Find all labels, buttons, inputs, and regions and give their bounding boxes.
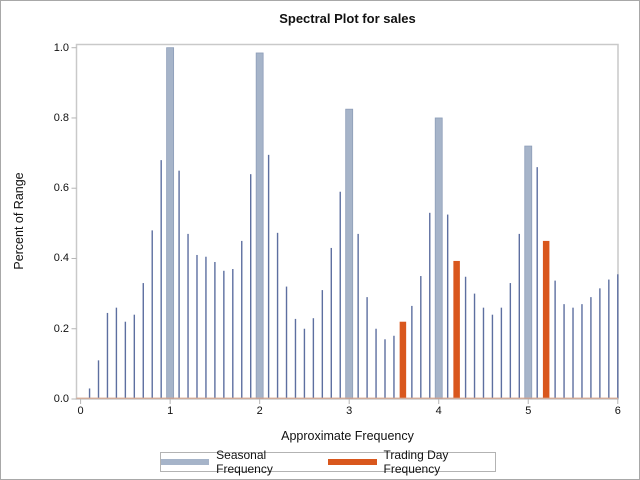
x-tick-label: 2 (256, 405, 263, 417)
spectrum-needle (214, 261, 216, 399)
seasonal-frequency-needle (255, 52, 264, 399)
spectrum-needle (590, 297, 592, 399)
spectrum-needle (196, 254, 198, 399)
spectrum-needle (581, 304, 583, 399)
spectrum-needle (357, 233, 359, 399)
legend-label-seasonal: Seasonal Frequency (216, 448, 273, 476)
x-tick-label: 1 (167, 405, 174, 417)
spectrum-needle (366, 297, 368, 399)
spectrum-needle (97, 360, 100, 399)
spectrum-needle (330, 247, 332, 399)
y-tick-label: 0.0 (53, 393, 69, 405)
spectrum-needle (124, 321, 127, 399)
seasonal-frequency-needle (524, 145, 533, 399)
legend-label-trading-day: Trading Day Frequency (383, 448, 449, 476)
y-tick-label: 1.0 (53, 41, 69, 54)
legend: Seasonal Frequency Trading Day Frequency (160, 448, 496, 476)
spectrum-needle (133, 314, 136, 399)
spectrum-needle (491, 314, 494, 399)
spectrum-needle (205, 256, 207, 399)
spectrum-needle (464, 276, 467, 399)
spectrum-needle (312, 318, 315, 399)
x-tick-label: 3 (346, 405, 353, 417)
trading-day-frequency-swatch (328, 459, 377, 465)
spectrum-needle (473, 293, 476, 399)
spectrum-needle (232, 269, 234, 399)
seasonal-frequency-needle (345, 108, 354, 399)
spectrum-needle (563, 304, 565, 399)
spectrum-needle (572, 307, 574, 399)
x-tick-label: 0 (77, 405, 84, 417)
x-tick-label: 4 (435, 405, 442, 417)
spectrum-needle (617, 274, 619, 399)
seasonal-frequency-needle (434, 117, 443, 399)
spectrum-needle (151, 230, 153, 399)
y-tick-label: 0.8 (53, 111, 69, 124)
y-tick-label: 0.2 (53, 322, 69, 335)
spectrum-needle (250, 174, 252, 399)
x-axis-label: Approximate Frequency (281, 429, 414, 443)
spectrum-needle (321, 290, 324, 399)
spectrum-needle (106, 312, 109, 399)
x-tick-label: 5 (525, 405, 532, 417)
spectrum-needle (241, 240, 243, 399)
spectrum-needle (411, 305, 413, 399)
spectrum-needle (429, 212, 431, 399)
y-tick-label: 0.6 (53, 182, 69, 195)
trading-day-frequency-needle (399, 321, 407, 399)
spectrum-needle (599, 288, 601, 399)
spectrum-needle (285, 286, 288, 399)
spectrum-needle (375, 328, 377, 399)
legend-entry-trading-day: Trading Day Frequency (328, 448, 495, 476)
spectrum-needle (384, 339, 386, 399)
spectrum-needle (276, 232, 279, 399)
trading-day-frequency-needle (453, 260, 460, 399)
spectrum-needle (339, 191, 341, 399)
spectrum-needle (420, 276, 422, 399)
spectrum-needle (536, 167, 538, 399)
spectrum-needle (88, 388, 91, 399)
seasonal-frequency-swatch (161, 459, 210, 465)
spectrum-needle (554, 280, 556, 399)
chart-title: Spectral Plot for sales (279, 11, 416, 26)
spectrum-needle (500, 307, 503, 399)
spectrum-needle (509, 283, 512, 399)
y-tick-label: 0.4 (53, 252, 69, 265)
spectrum-needle (303, 328, 306, 399)
trading-day-frequency-needle (542, 240, 550, 399)
spectrum-needle (393, 335, 395, 399)
spectrum-needle (267, 154, 270, 399)
spectrum-needle (223, 270, 225, 399)
spectrum-needle (294, 318, 297, 399)
spectrum-needle (160, 160, 162, 399)
spectrum-needle (115, 307, 118, 399)
spectrum-needle (142, 283, 144, 399)
spectrum-needle (482, 307, 485, 399)
spectrum-needle (446, 214, 449, 399)
x-tick-label: 6 (614, 405, 621, 417)
plot-frame (75, 43, 619, 400)
legend-entry-seasonal: Seasonal Frequency (161, 448, 314, 476)
spectrum-needle (178, 170, 180, 399)
seasonal-frequency-needle (166, 47, 175, 399)
spectrum-needle (518, 233, 520, 399)
spectrum-needle (187, 233, 189, 399)
spectrum-needle (608, 279, 610, 399)
